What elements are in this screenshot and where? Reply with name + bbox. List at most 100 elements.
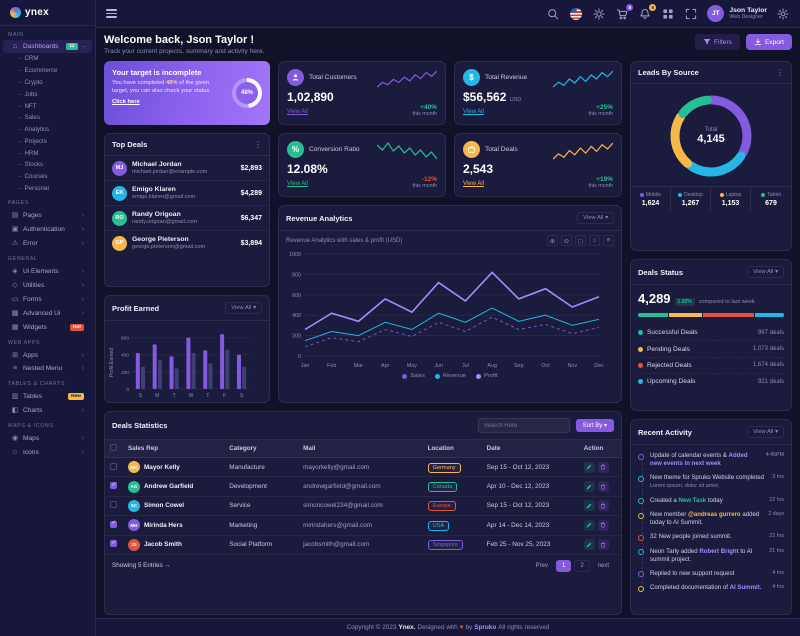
activity-link[interactable]: AI Summit. xyxy=(729,584,762,592)
delete-button[interactable] xyxy=(597,519,609,531)
activity-link[interactable]: Robert Bright xyxy=(699,547,739,555)
sidebar-subitem-personal[interactable]: – Personal xyxy=(18,184,49,192)
view-all-link[interactable]: View All xyxy=(463,181,484,187)
view-all-link[interactable]: View All xyxy=(463,109,484,115)
sort-by-button[interactable]: Sort By ▾ xyxy=(575,419,614,432)
edit-button[interactable] xyxy=(583,500,595,512)
fullscreen-icon[interactable] xyxy=(684,7,698,21)
next-page-button[interactable]: next xyxy=(597,562,609,569)
view-all-dropdown[interactable]: View All ▾ xyxy=(577,212,614,224)
row-checkbox[interactable] xyxy=(110,501,117,509)
sidebar-item-pages[interactable]: ▤ Pages › xyxy=(11,211,84,220)
col-date[interactable]: Date xyxy=(481,440,579,458)
sidebar-item-utilities[interactable]: ◇ Utilities › xyxy=(12,281,84,290)
sidebar-item-error[interactable]: ⚠ Error › xyxy=(11,239,84,248)
delete-button[interactable] xyxy=(597,500,609,512)
zoom-in-icon[interactable]: ⊕ xyxy=(547,235,558,246)
sidebar-item-authentication[interactable]: ▣ Authentication › xyxy=(11,225,84,234)
row-checkbox[interactable] xyxy=(110,520,117,528)
search-input[interactable] xyxy=(477,418,570,433)
sidebar-item-nested-menu[interactable]: ≡ Nested Menu › xyxy=(12,365,84,373)
sidebar-subitem-hrm[interactable]: – HRM xyxy=(18,149,39,157)
apps-grid-icon[interactable] xyxy=(661,7,675,21)
selection-icon[interactable]: ◻ xyxy=(575,235,586,246)
sidebar-item-ui-elements[interactable]: ◈ Ui Elements › xyxy=(12,267,84,276)
zoom-out-icon[interactable]: ⊖ xyxy=(561,235,572,246)
sidebar-item-maps[interactable]: ◉ Maps › xyxy=(11,434,84,443)
sidebar-item-charts[interactable]: ◧ Charts › xyxy=(11,406,84,415)
settings-gear-icon[interactable] xyxy=(776,7,790,21)
row-checkbox[interactable] xyxy=(110,540,117,548)
delete-button[interactable] xyxy=(597,481,609,493)
menu-toggle-icon[interactable] xyxy=(106,9,117,18)
sidebar-item-tables[interactable]: ▥ Tables New xyxy=(3,389,92,403)
deal-list-item[interactable]: RO Randy Origoan randy.origoan@gmail.com … xyxy=(105,206,269,231)
target-click-here-link[interactable]: Click here xyxy=(112,98,140,105)
kebab-menu-icon[interactable]: ⋮ xyxy=(776,68,784,77)
view-all-link[interactable]: View All xyxy=(287,181,308,187)
col-mail[interactable]: Mail xyxy=(298,440,423,458)
table-row[interactable]: MK Mayor Kelly Manufacture mayorkelly@gma… xyxy=(105,457,621,478)
deal-list-item[interactable]: MJ Michael Jordan michael.jordan@example.… xyxy=(105,156,269,181)
edit-button[interactable] xyxy=(583,481,595,493)
view-all-link[interactable]: View All xyxy=(287,109,308,115)
sidebar-item-dashboards[interactable]: ⌂ Dashboards 12 › xyxy=(3,40,92,53)
delete-button[interactable] xyxy=(597,461,609,473)
table-row[interactable]: SC Simon Cowel Service simoncowel234@gmai… xyxy=(105,496,621,517)
sidebar-item-forms[interactable]: ▭ Forms › xyxy=(11,295,84,304)
theme-toggle-icon[interactable] xyxy=(592,7,606,21)
deal-list-item[interactable]: GP George Pieterson george.pieterson@gmai… xyxy=(105,231,269,255)
col-sales-rep[interactable]: Sales Rep xyxy=(122,440,225,458)
row-checkbox[interactable] xyxy=(110,482,117,490)
svg-text:400: 400 xyxy=(121,353,129,359)
sidebar-subitem-projects[interactable]: – Projects xyxy=(18,137,47,145)
user-menu[interactable]: JT Json Taylor Web Designer xyxy=(707,5,767,22)
sidebar-item-apps[interactable]: ⊞ Apps › xyxy=(12,351,84,360)
sidebar-subitem-courses[interactable]: – Courses xyxy=(18,173,48,181)
reset-home-icon[interactable]: ⌂ xyxy=(589,235,600,246)
edit-button[interactable] xyxy=(583,539,595,551)
sidebar-subitem-analytics[interactable]: – Analytics xyxy=(18,126,50,134)
col-location[interactable]: Location xyxy=(422,440,482,458)
sidebar-subitem-crypto[interactable]: – Crypto xyxy=(18,78,43,86)
delete-button[interactable] xyxy=(597,539,609,551)
activity-link[interactable]: Added new events in next week xyxy=(650,452,748,468)
sidebar-subitem-sales[interactable]: – Sales xyxy=(18,114,40,122)
language-flag-icon[interactable] xyxy=(569,7,583,21)
sidebar-item-advanced-ui[interactable]: ▩ Advanced Ui › xyxy=(11,309,84,318)
page-1-button[interactable]: 1 xyxy=(555,559,572,572)
sidebar-item-icons[interactable]: ☆ Icons › xyxy=(11,448,84,457)
col-category[interactable]: Category xyxy=(224,440,299,458)
row-checkbox[interactable] xyxy=(110,462,117,470)
sidebar-subitem-jobs[interactable]: – Jobs xyxy=(18,90,38,98)
deal-list-item[interactable]: EK Emigo Klaren emigo.klaren@gmail.com $4… xyxy=(105,181,269,206)
sidebar-subitem-ecommerce[interactable]: – Ecommerce xyxy=(18,67,58,75)
footer-designer-link[interactable]: Spruko xyxy=(474,624,497,631)
activity-link[interactable]: New Task xyxy=(678,496,707,504)
edit-button[interactable] xyxy=(583,461,595,473)
kebab-menu-icon[interactable]: ⋮ xyxy=(254,140,262,149)
view-all-dropdown[interactable]: View All ▾ xyxy=(747,266,784,278)
sidebar-item-widgets[interactable]: ▦ Widgets Hot xyxy=(3,320,92,334)
cart-icon[interactable]: 5 xyxy=(615,3,634,21)
sidebar-subitem-crm[interactable]: – CRM xyxy=(18,55,39,63)
activity-link[interactable]: @andreas gurrero xyxy=(687,511,741,519)
filters-button[interactable]: Filters xyxy=(694,34,740,50)
chart-menu-icon[interactable]: ≡ xyxy=(603,235,614,246)
prev-page-button[interactable]: Prev xyxy=(535,562,548,569)
status-row: Pending Deals 1,073 deals xyxy=(638,341,784,358)
notifications-bell-icon[interactable]: 6 xyxy=(638,3,657,21)
view-all-dropdown[interactable]: View All ▾ xyxy=(225,302,262,314)
page-2-button[interactable]: 2 xyxy=(574,559,590,572)
edit-button[interactable] xyxy=(583,519,595,531)
logo[interactable]: ynex xyxy=(0,0,95,26)
view-all-dropdown[interactable]: View All ▾ xyxy=(747,426,784,438)
sidebar-subitem-nft[interactable]: – NFT xyxy=(18,102,37,110)
select-all-checkbox[interactable] xyxy=(110,444,117,451)
search-icon[interactable] xyxy=(546,7,560,21)
sidebar-subitem-stocks[interactable]: – Stocks xyxy=(18,161,44,169)
export-button[interactable]: Export xyxy=(745,34,792,50)
